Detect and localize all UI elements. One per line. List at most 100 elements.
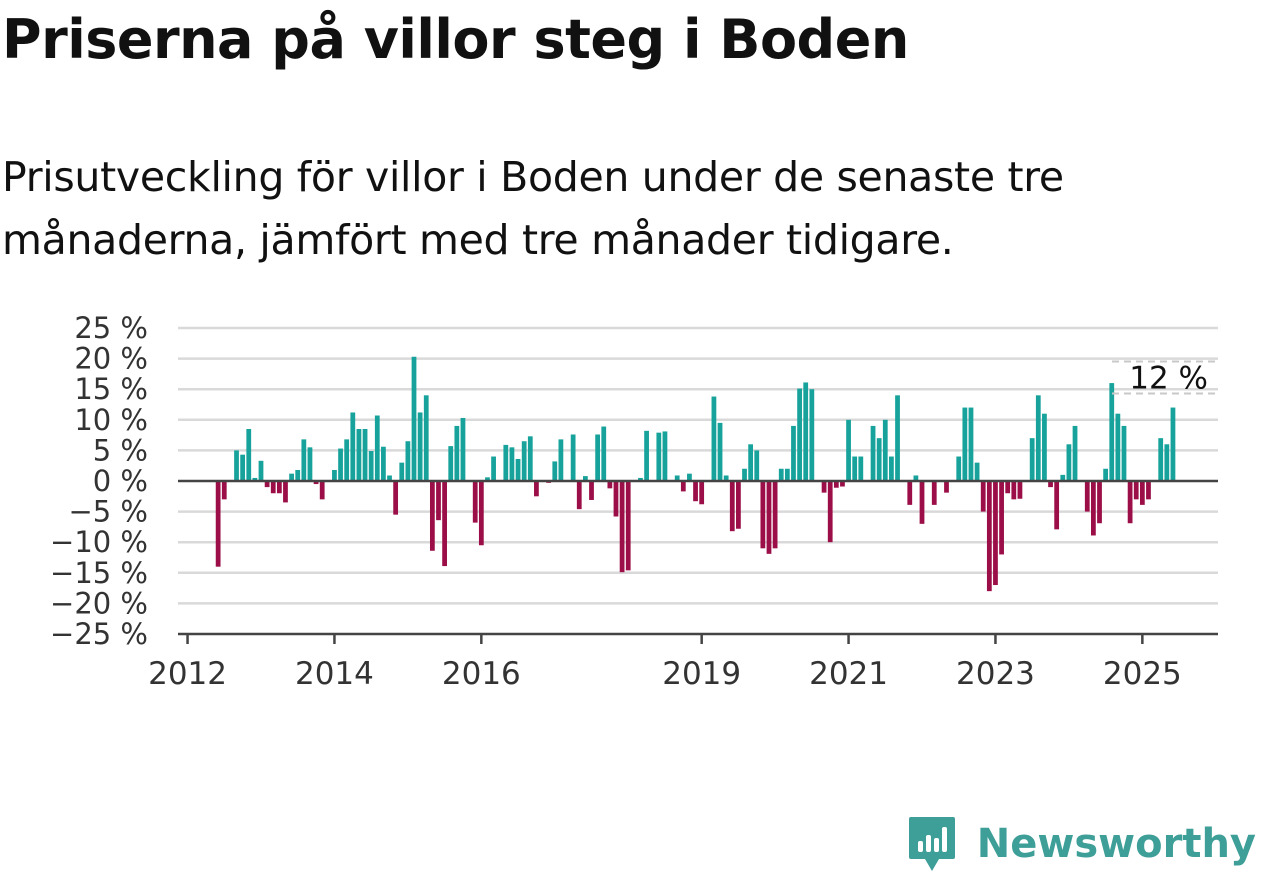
- bar: [1066, 444, 1072, 481]
- bar: [625, 481, 631, 571]
- bar: [803, 382, 809, 481]
- axes: [178, 479, 1218, 636]
- bar: [221, 481, 227, 500]
- bar: [417, 412, 423, 481]
- bar: [907, 481, 913, 505]
- bar: [944, 481, 949, 493]
- bar: [350, 412, 356, 481]
- bar: [674, 475, 680, 481]
- bar: [1158, 438, 1164, 481]
- page-subtitle: Prisutveckling för villor i Boden under …: [2, 153, 1064, 264]
- bar: [240, 454, 246, 481]
- bar: [895, 395, 900, 481]
- bar: [1133, 481, 1139, 500]
- bar: [264, 481, 270, 488]
- y-tick-label: 25 %: [74, 311, 148, 345]
- bar: [478, 481, 484, 546]
- brand-name: Newsworthy: [976, 821, 1256, 867]
- bar: [448, 446, 454, 481]
- bar: [405, 441, 411, 481]
- page-title: Priserna på villor steg i Boden: [2, 8, 909, 71]
- bar: [638, 477, 643, 481]
- bar: [687, 473, 692, 481]
- bar: [429, 481, 435, 551]
- bar: [344, 439, 350, 481]
- x-tick-label: 2021: [809, 656, 888, 692]
- bar: [515, 458, 521, 481]
- bar: [289, 473, 294, 481]
- bar: [393, 481, 399, 515]
- bar: [619, 481, 625, 573]
- bar: [1048, 481, 1053, 488]
- bar-chart: 25 %20 %15 %10 %5 %0 %−5 %−10 %−15 %−20 …: [50, 311, 1218, 692]
- x-tick-label: 2014: [295, 656, 374, 692]
- bar: [1109, 383, 1115, 481]
- bar: [699, 481, 705, 505]
- bar: [472, 481, 478, 523]
- bar: [313, 481, 319, 485]
- bar: [717, 422, 723, 481]
- bar: [258, 460, 264, 481]
- bar: [1072, 425, 1078, 481]
- y-tick-label: 5 %: [93, 433, 148, 467]
- bar: [840, 481, 845, 487]
- bar: [729, 481, 735, 532]
- bar: [999, 481, 1004, 555]
- bar: [962, 407, 968, 481]
- bar: [521, 441, 527, 481]
- bar: [552, 461, 558, 481]
- bar: [332, 469, 337, 481]
- bar: [423, 395, 429, 481]
- bar: [356, 428, 362, 481]
- bar: [509, 447, 515, 481]
- bar: [760, 481, 766, 549]
- bar: [754, 450, 760, 481]
- bar: [974, 462, 980, 481]
- bar: [956, 456, 962, 481]
- bar: [246, 428, 252, 481]
- bar: [276, 481, 282, 494]
- grid-lines: [178, 326, 1218, 605]
- y-tick-label: −5 %: [68, 495, 148, 529]
- bar: [301, 439, 307, 481]
- bar: [1054, 481, 1060, 530]
- y-tick-label: −15 %: [50, 556, 148, 590]
- bar: [234, 450, 239, 481]
- y-tick-label: 20 %: [74, 342, 148, 376]
- y-tick-label: 0 %: [93, 464, 148, 498]
- bar: [693, 481, 698, 502]
- bar: [919, 481, 925, 524]
- bar: [680, 481, 686, 492]
- bar: [1164, 444, 1170, 481]
- bar: [1091, 481, 1096, 536]
- bar: [711, 396, 717, 481]
- bar: [1005, 481, 1011, 494]
- bar: [1035, 395, 1041, 481]
- bar: [576, 481, 582, 510]
- bar: [968, 407, 974, 481]
- y-tick-label: −20 %: [50, 586, 148, 620]
- end-label-group: 12 %: [1112, 361, 1218, 397]
- bar: [748, 444, 754, 481]
- bar: [889, 456, 894, 481]
- bar: [436, 481, 441, 521]
- newsworthy-logo-icon: [908, 817, 955, 871]
- bar: [778, 468, 784, 481]
- bar: [1029, 438, 1035, 481]
- bar: [1139, 481, 1145, 505]
- bar: [791, 425, 796, 481]
- bar: [460, 417, 466, 481]
- bar: [503, 444, 509, 481]
- bar: [527, 436, 533, 481]
- x-tick-label: 2016: [442, 656, 521, 692]
- bar: [283, 481, 288, 503]
- bar: [1042, 413, 1047, 481]
- y-tick-label: −10 %: [50, 525, 148, 559]
- x-tick-label: 2025: [1103, 656, 1182, 692]
- bar: [411, 356, 417, 481]
- bar: [846, 419, 851, 481]
- bar: [1146, 481, 1151, 500]
- end-value-label: 12 %: [1129, 361, 1208, 397]
- y-tick-label: −25 %: [50, 617, 148, 651]
- bar: [876, 438, 882, 481]
